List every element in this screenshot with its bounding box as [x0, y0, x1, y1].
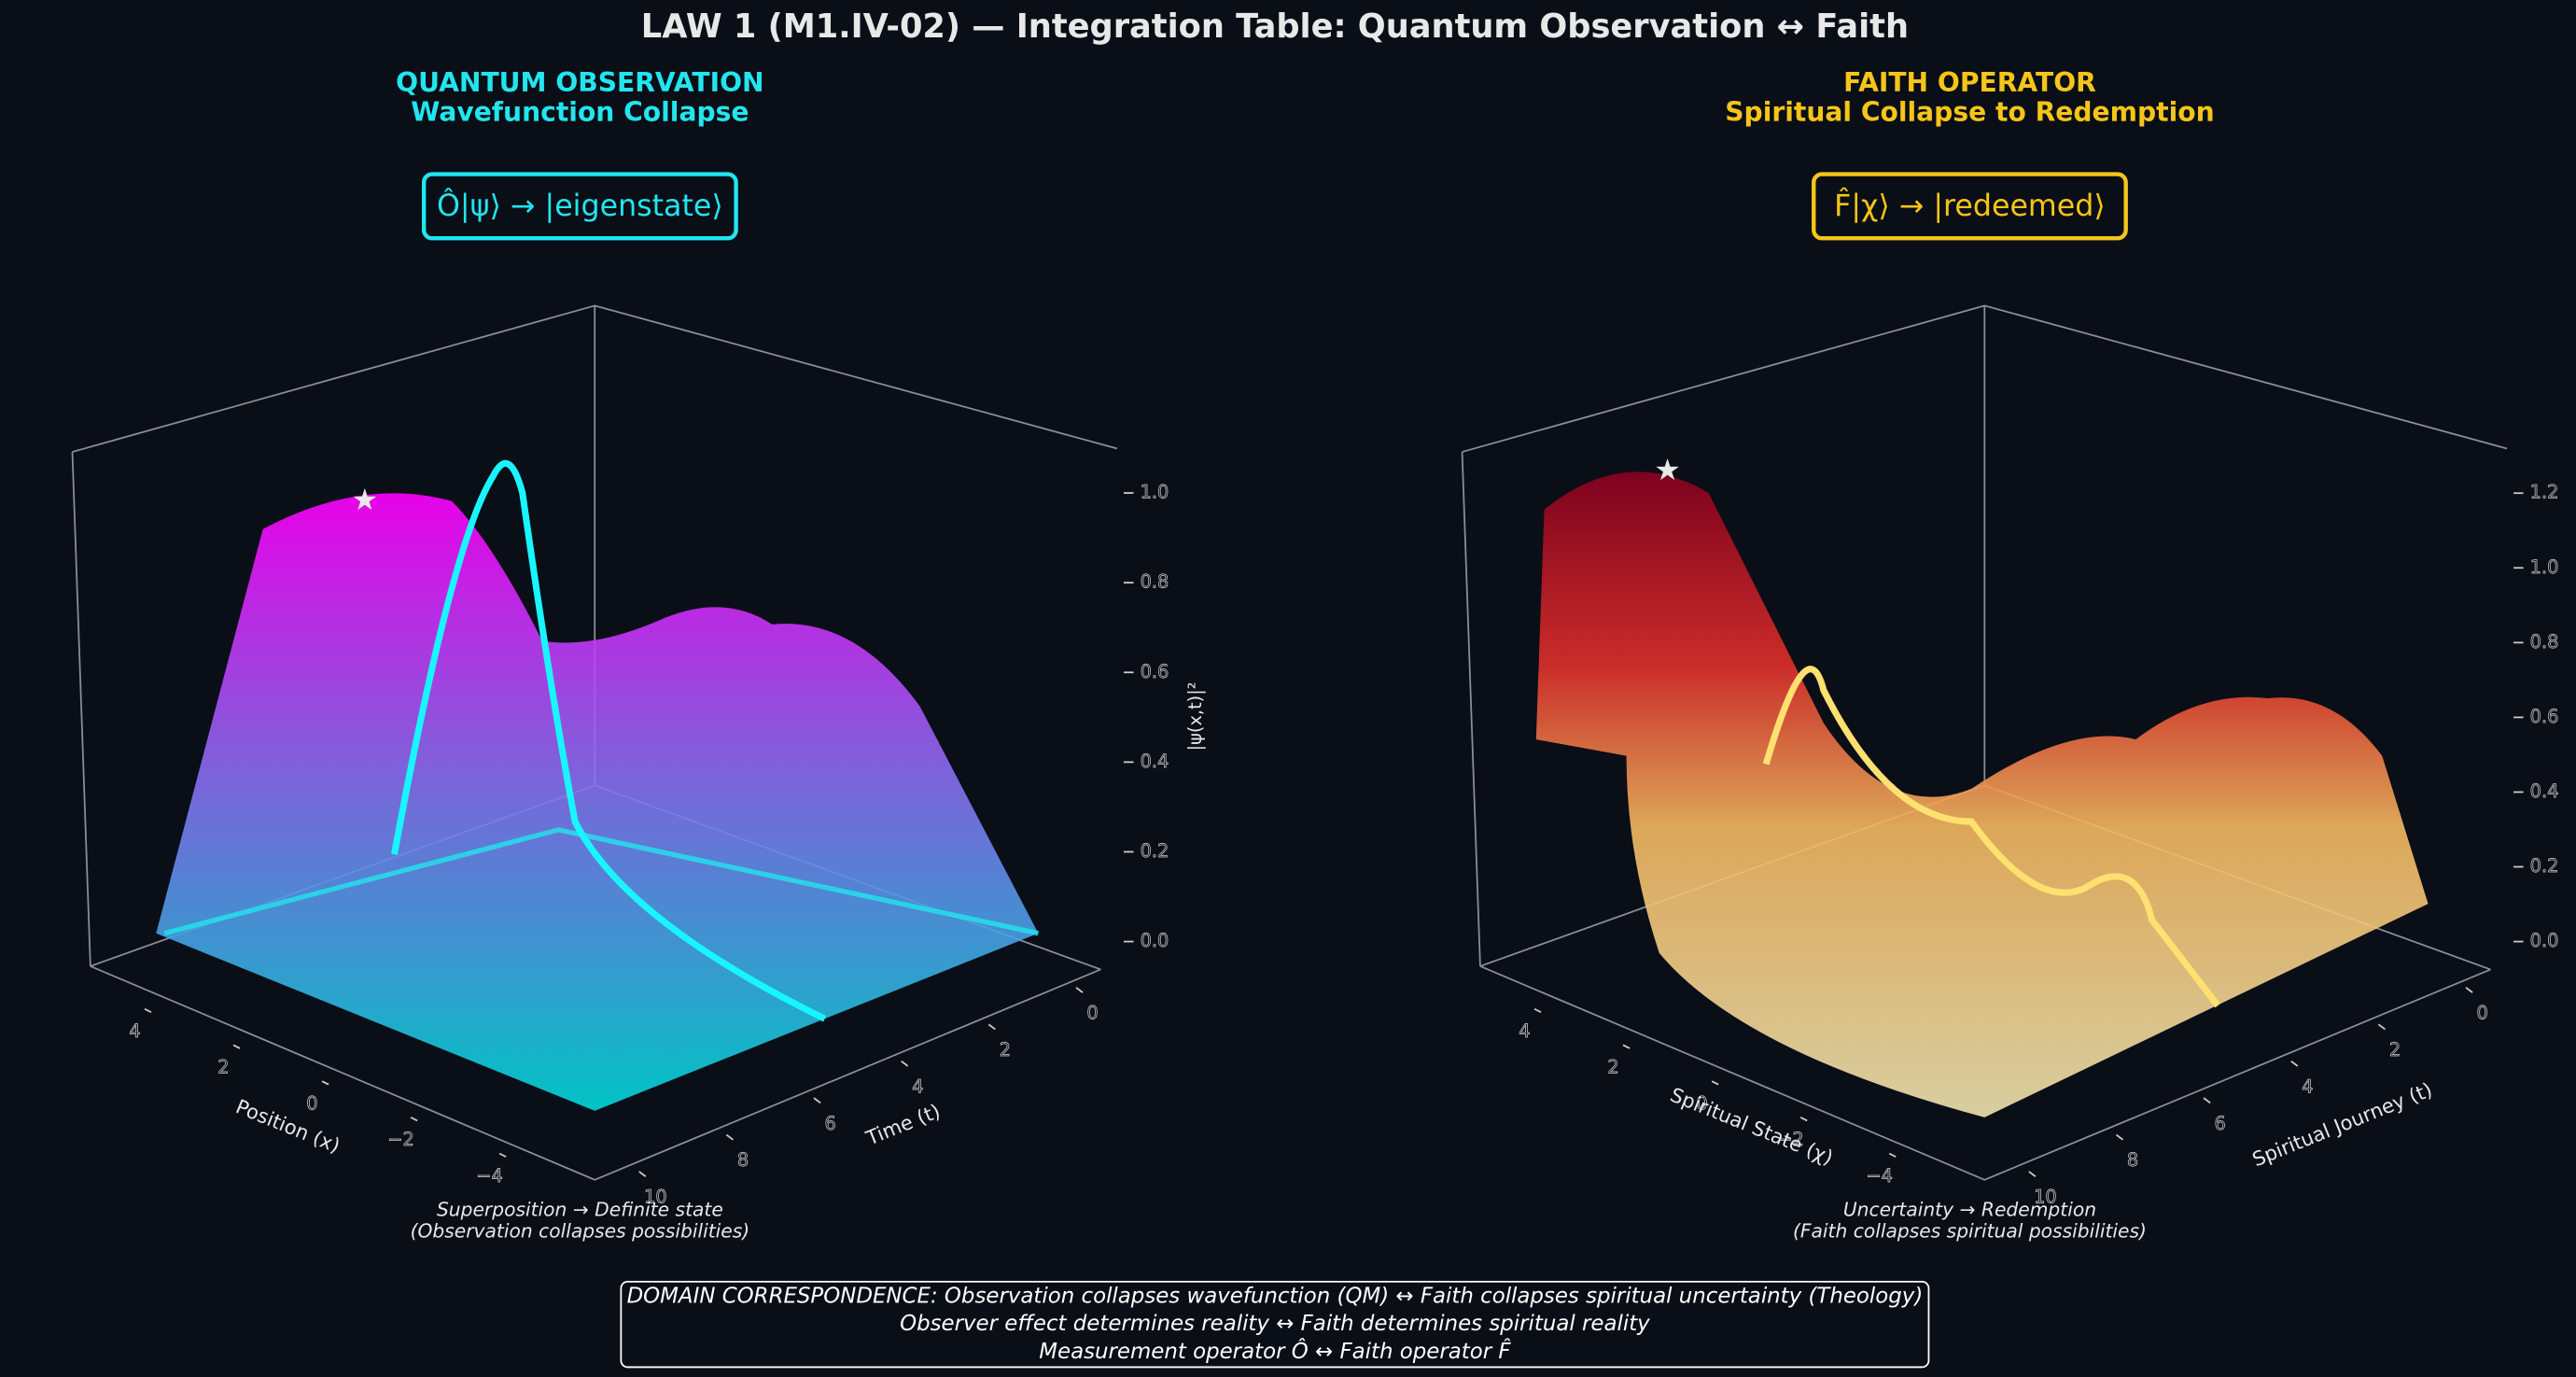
surface-edge — [163, 827, 1040, 936]
left-axes-box: ★ — [71, 304, 1118, 1181]
y-tick — [2203, 1097, 2211, 1104]
equation-box — [1812, 172, 2128, 241]
equation: F̂|χ⟩ → |redeemed⟩ — [1834, 188, 2106, 223]
y-tick — [2377, 1023, 2386, 1031]
x-tick-label: 2 — [217, 1057, 229, 1078]
y-tick — [638, 1171, 647, 1177]
y-tick-label: 4 — [912, 1075, 923, 1097]
z-tick-label: 1.0 — [2530, 556, 2559, 578]
y-tick — [1075, 987, 1084, 993]
y-tick-label: 4 — [2302, 1075, 2313, 1097]
x-tick-label: 0 — [1696, 1092, 1707, 1114]
y-tick-label: 6 — [824, 1113, 835, 1134]
surface — [156, 493, 1039, 1111]
y-tick-label: 10 — [2034, 1187, 2057, 1208]
redemption-curve — [1762, 666, 2221, 1008]
x-tick — [1711, 1080, 1719, 1086]
x-tick — [498, 1152, 507, 1158]
surface — [1535, 471, 2429, 1117]
z-tick-label: 0.6 — [2530, 706, 2559, 727]
z-tick-label: 0.8 — [2530, 631, 2559, 653]
y-tick-label: 8 — [737, 1149, 749, 1171]
x-tick — [1799, 1117, 1808, 1122]
z-tick-label: 1.2 — [2530, 482, 2559, 503]
footer-line: Observer effect determines reality ↔ Fai… — [900, 1312, 1650, 1336]
star-marker: ★ — [1654, 454, 1680, 487]
caption: Superposition → Definite state — [437, 1199, 723, 1221]
x-tick — [410, 1117, 418, 1122]
y-tick — [2465, 987, 2473, 993]
z-axis-label: |ψ(x,t)|² — [1184, 681, 1206, 751]
y-tick-label: 8 — [2127, 1149, 2138, 1171]
y-tick — [2028, 1171, 2037, 1177]
equation: Ô|ψ⟩ → |eigenstate⟩ — [437, 187, 723, 223]
y-tick — [901, 1060, 909, 1067]
x-tick-label: −4 — [476, 1165, 503, 1187]
x-tick-label: −4 — [1866, 1165, 1893, 1187]
y-tick — [813, 1097, 821, 1104]
x-tick — [1888, 1152, 1897, 1158]
footer-line: Measurement operator Ô ↔ Faith operator … — [1039, 1338, 1511, 1364]
equation-box — [421, 172, 738, 241]
caption: Uncertainty → Redemption — [1843, 1199, 2096, 1221]
z-tick-label: 0.2 — [2530, 855, 2559, 877]
x-tick-label: −2 — [1777, 1129, 1804, 1150]
z-tick-label: 0.0 — [1141, 930, 1169, 951]
z-tick-label: 0.4 — [1141, 751, 1169, 772]
x-tick-label: 0 — [306, 1092, 317, 1114]
x-tick — [232, 1044, 241, 1049]
panel-title: QUANTUM OBSERVATION — [396, 67, 763, 98]
footer-box — [620, 1281, 1930, 1369]
panel-subtitle: Wavefunction Collapse — [411, 96, 749, 127]
right-axes-box: ★ — [1461, 304, 2508, 1181]
y-tick-label: 10 — [644, 1187, 667, 1208]
z-tick-label: 0.6 — [1141, 661, 1169, 682]
star-marker: ★ — [352, 484, 378, 517]
caption: (Faith collapses spiritual possibilities… — [1793, 1220, 2147, 1243]
z-tick-label: 0.0 — [2530, 930, 2559, 951]
z-tick-label: 0.2 — [1141, 840, 1169, 862]
panel-subtitle: Spiritual Collapse to Redemption — [1725, 96, 2214, 127]
caption: (Observation collapses possibilities) — [411, 1220, 750, 1243]
footer-line: DOMAIN CORRESPONDENCE: Observation colla… — [627, 1284, 1924, 1308]
y-tick-label: 2 — [1000, 1039, 1011, 1061]
y-tick — [725, 1133, 734, 1141]
x-tick — [144, 1007, 152, 1014]
x-tick — [1622, 1044, 1631, 1049]
panel-title: FAITH OPERATOR — [1843, 67, 2096, 98]
z-tick-label: 0.8 — [1141, 571, 1169, 593]
x-tick-label: 4 — [129, 1020, 140, 1042]
y-tick-label: 0 — [1086, 1003, 1098, 1024]
x-tick — [1533, 1007, 1542, 1014]
x-tick — [321, 1080, 329, 1086]
x-tick-label: 4 — [1519, 1020, 1530, 1042]
y-tick — [2290, 1060, 2299, 1067]
z-tick-label: 1.0 — [1141, 482, 1169, 503]
y-tick-label: 6 — [2215, 1113, 2226, 1134]
y-tick-label: 2 — [2389, 1039, 2401, 1061]
x-tick-label: −2 — [387, 1129, 414, 1150]
x-tick-label: 2 — [1607, 1057, 1618, 1078]
y-tick-label: 0 — [2476, 1003, 2487, 1024]
collapse-curve — [391, 460, 827, 1022]
y-tick — [987, 1023, 996, 1031]
figure-title: LAW 1 (M1.IV-02) — Integration Table: Qu… — [641, 7, 1909, 46]
z-tick-label: 0.4 — [2530, 780, 2559, 802]
y-tick — [2115, 1133, 2124, 1141]
